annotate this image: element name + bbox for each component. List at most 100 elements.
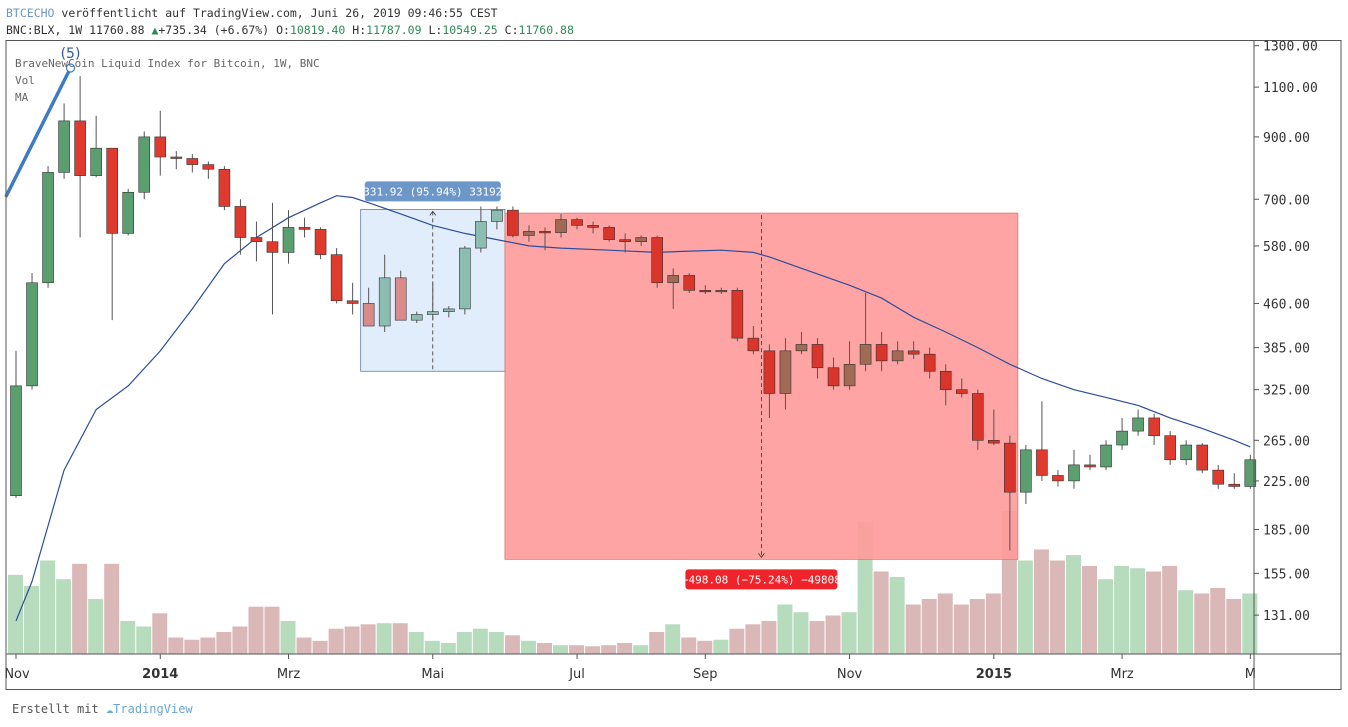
volume-bar [168, 637, 184, 654]
candle-body [763, 350, 776, 394]
volume-bar [184, 639, 200, 654]
moving-average [15, 195, 1251, 622]
close-label: C: [504, 23, 519, 37]
wave-drawing[interactable]: (5) [4, 46, 80, 198]
candle-body [1068, 464, 1080, 482]
candle-body [298, 227, 311, 230]
volume-bar [72, 563, 88, 654]
volume-bar [825, 615, 841, 654]
candle-body [491, 209, 503, 222]
candle-body [26, 282, 38, 387]
candle-body [1196, 444, 1209, 471]
candle-body [1052, 475, 1064, 482]
price-tick-label: 225.00 [1263, 475, 1310, 490]
volume-bar [1130, 568, 1146, 654]
candle-body [747, 337, 760, 352]
candle-body [282, 227, 295, 253]
high-value: 11787.09 [366, 23, 422, 37]
candle-body [475, 221, 487, 249]
candle-body [635, 237, 647, 242]
volume-bar [569, 645, 585, 654]
candle-body [507, 209, 519, 236]
time-tick-label: Mrz [1110, 667, 1134, 682]
candle-body [667, 275, 680, 284]
volume-bar [520, 640, 536, 654]
volume-bar [472, 628, 488, 654]
volume-bar [937, 593, 953, 654]
candle-body [42, 172, 54, 284]
candle-body [1020, 449, 1032, 493]
candle-body [202, 164, 215, 170]
price-tick-label: 900.00 [1263, 131, 1310, 146]
time-tick-label: Mrz [277, 667, 301, 682]
volume-bar [248, 606, 264, 654]
volume-bar [953, 604, 969, 654]
volume-bar [1210, 588, 1226, 654]
candle-body [138, 136, 151, 193]
volume-bar [1098, 579, 1114, 654]
ma-line [15, 195, 1251, 622]
time-tick-label: Jul [568, 667, 585, 682]
publisher-name[interactable]: BTCECHO [6, 6, 55, 20]
time-axis[interactable]: Nov 2014 Mrz Mai Jul Sep Nov 2015 Mrz M [4, 654, 1256, 682]
price-tick-label: 1100.00 [1263, 81, 1318, 96]
publish-info: BTCECHO veröffentlicht auf TradingView.c… [6, 6, 498, 20]
price-tick-label: 185.00 [1263, 523, 1310, 538]
outer-frame [5, 40, 1342, 690]
up-arrow-icon: ▲ [151, 23, 159, 37]
volume-bar [809, 621, 825, 654]
candle-body [410, 314, 423, 321]
candle-body [843, 363, 856, 387]
candle-body [250, 237, 263, 242]
price-chart[interactable]: 331.92 (95.94%) 33192 −498.08 (−75.24%) −… [0, 40, 1348, 694]
candle-body [699, 290, 712, 293]
close-value: 11760.88 [518, 23, 574, 37]
low-value: 10549.25 [442, 23, 498, 37]
volume-bar [344, 626, 360, 654]
candle-body [1084, 464, 1096, 468]
legend-ma[interactable]: MA [15, 91, 29, 104]
candle-body [234, 206, 247, 238]
candle-body [330, 254, 343, 302]
volume-bar [200, 637, 216, 654]
footer: Erstellt mit ☁TradingView [12, 702, 193, 716]
volume-bar [777, 604, 793, 654]
candle-body [731, 290, 744, 339]
volume-bar [264, 606, 280, 654]
price-change: +735.34 (+6.67%) [158, 23, 270, 37]
volume-bar [1049, 560, 1065, 654]
volume-bar [424, 640, 440, 654]
open-label: O: [276, 23, 290, 37]
volume-bar [504, 635, 520, 654]
legend-vol[interactable]: Vol [15, 74, 35, 87]
volume-bar [1162, 566, 1178, 654]
time-tick-label: Nov [837, 667, 863, 682]
legend-title: BraveNewCoin Liquid Index for Bitcoin, 1… [15, 57, 320, 70]
price-tick-label: 265.00 [1263, 434, 1310, 449]
volume-bar [921, 599, 937, 654]
volume-bar [617, 643, 633, 654]
chart-legend: BraveNewCoin Liquid Index for Bitcoin, 1… [15, 57, 320, 104]
candle-body [170, 156, 183, 159]
volume-bar [376, 623, 392, 654]
open-value: 10819.40 [289, 23, 346, 37]
candle-body [74, 120, 86, 176]
volume-bar [729, 628, 745, 654]
tradingview-brand[interactable]: TradingView [113, 702, 193, 716]
candles [10, 76, 1257, 551]
time-tick-label: 2014 [142, 667, 178, 682]
volume-bar [360, 624, 376, 654]
volume-bar [1146, 571, 1162, 654]
tradingview-logo-icon[interactable]: ☁ [105, 702, 114, 716]
volume-bar [1017, 560, 1033, 654]
candle-body [122, 191, 135, 234]
candle-body [988, 439, 1000, 444]
candle-body [779, 350, 792, 394]
price-axis[interactable]: 1300.00 1100.00 900.00 700.00 580.00 460.00 38… [1254, 40, 1318, 624]
candle-body [443, 308, 455, 312]
candle-body [651, 237, 664, 284]
time-tick-label: Nov [4, 667, 30, 682]
candle-body [1100, 444, 1112, 468]
measure-label-bg [685, 569, 838, 590]
published-text: veröffentlicht auf TradingView.com, Juni… [61, 6, 498, 20]
